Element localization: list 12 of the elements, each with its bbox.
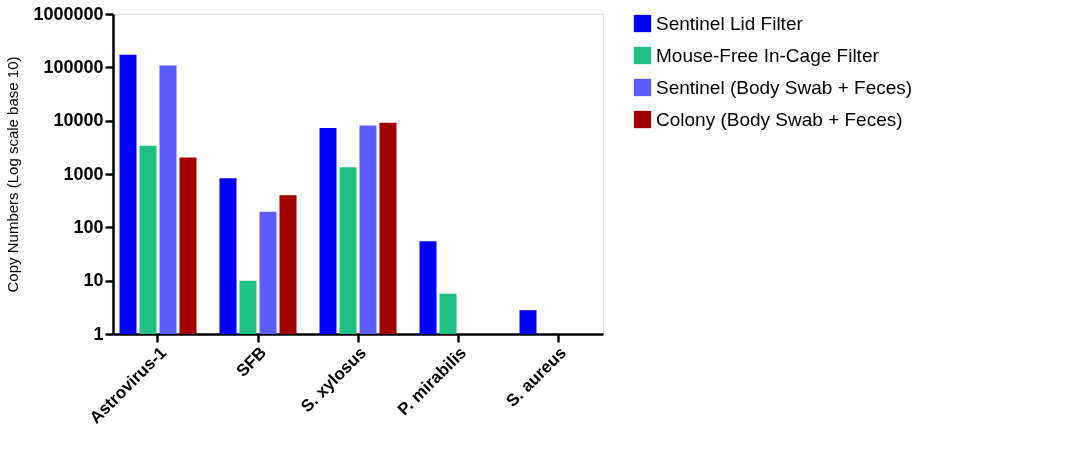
- y-tick-label: 10000: [53, 110, 104, 131]
- y-tick-label: 1000: [63, 163, 104, 184]
- y-tick-label: 1: [93, 323, 104, 344]
- legend-label: Sentinel (Body Swab + Feces): [656, 76, 913, 98]
- y-tick-label: 1000000: [33, 3, 104, 24]
- legend-label: Colony (Body Swab + Feces): [656, 108, 903, 130]
- y-tick-label: 10: [83, 270, 104, 291]
- y-tick-label: 100000: [43, 56, 104, 77]
- y-axis-title: Copy Numbers (Log scale base 10): [4, 56, 22, 293]
- legend-label: Sentinel Lid Filter: [656, 12, 804, 34]
- legend-label: Mouse-Free In-Cage Filter: [656, 44, 880, 66]
- y-tick-label: 100: [73, 216, 104, 237]
